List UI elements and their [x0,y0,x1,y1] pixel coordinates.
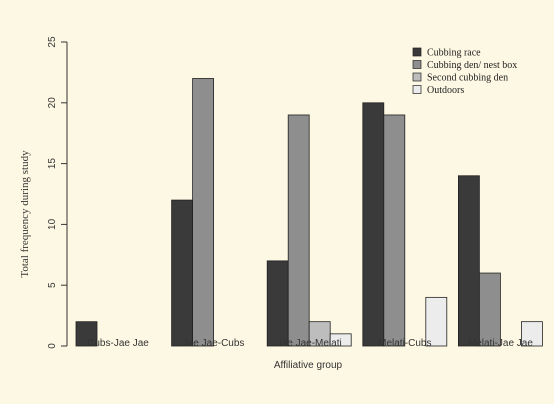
y-tick-label: 10 [47,218,58,230]
legend-swatch [412,47,422,57]
legend-label: Cubbing race [427,48,481,59]
x-tick-label: Melati-Jae Jae [468,338,533,349]
legend-label: Cubbing den/ nest box [427,60,517,71]
x-tick-label: Jae Jae-Cubs [183,338,245,349]
bar-2-0 [266,260,289,347]
bar-1-1 [192,78,215,347]
x-tick-label: Cubs-Jae Jae [87,338,149,349]
y-tick-label: 15 [47,158,58,170]
y-tick-label: 25 [47,36,58,48]
x-tick-label: Jae Jae-Melati [277,338,342,349]
bar-0-0 [75,321,98,347]
bar-4-1 [478,272,501,347]
bar-3-0 [362,102,385,347]
bar-4-0 [457,175,480,347]
y-tick-label: 20 [47,97,58,109]
bar-4-3 [521,321,543,347]
legend-swatch [412,85,422,94]
bar-1-0 [171,199,194,347]
y-axis-title: Total frequency during study [19,150,31,278]
bars-group [75,78,543,347]
x-tick-label: Melati-Cubs [378,338,431,349]
legend-swatch [412,60,422,69]
y-tick-label: 5 [47,282,58,288]
legend-label: Outdoors [427,85,464,96]
legend-swatch [412,72,422,82]
legend-label: Second cubbing den [427,73,508,84]
x-axis-title: Affiliative group [274,360,343,371]
bar-3-3 [425,296,448,347]
y-tick-label: 0 [47,343,58,349]
y-axis: 0 5 10 15 20 25 [47,36,68,349]
bar-3-1 [383,114,406,347]
bar-2-1 [287,114,310,347]
x-axis: Cubs-Jae Jae Jae Jae-Cubs Jae Jae-Melati Me… [87,338,533,349]
bar-2-3 [329,333,352,347]
